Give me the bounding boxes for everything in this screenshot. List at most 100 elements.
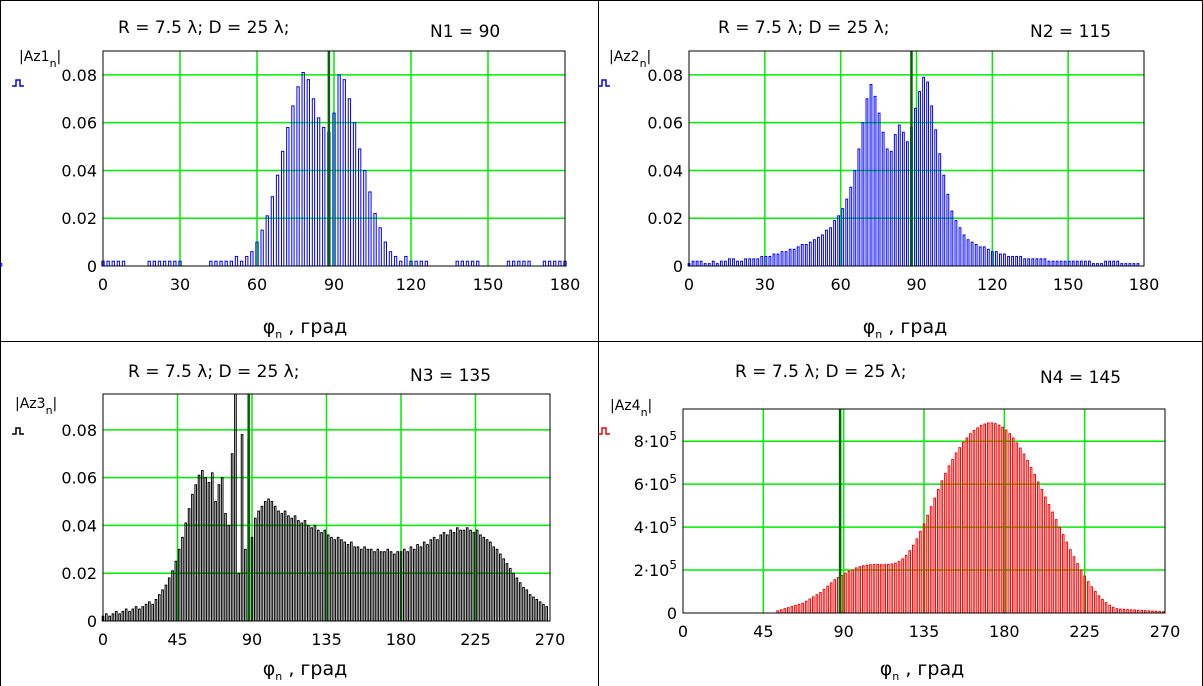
x-axis-label-rest: , град: [899, 658, 964, 680]
annotation-left: R = 7.5 λ; D = 25 λ;: [718, 18, 889, 38]
x-tick-label: 30: [170, 275, 190, 294]
y-tick-label: 0.02: [61, 564, 97, 583]
y-tick-label: 0.06: [61, 469, 97, 488]
y-tick-exponent: 5: [669, 558, 677, 572]
y-tick-labels: 0 0.02 0.04 0.06 0.08: [61, 66, 97, 276]
series-mark: [598, 79, 610, 87]
x-tick-label: 120: [977, 275, 1008, 294]
x-axis-label: φn , град: [263, 316, 347, 341]
x-axis-label-main: φ: [263, 316, 276, 338]
y-tick-labels: 0 2·105 4·105 6·105 8·105: [634, 429, 677, 623]
bar: [0, 263, 3, 267]
chart-panel-2: R = 7.5 λ; D = 25 λ; N2 = 115 |Az2n| φn …: [0, 18, 1159, 341]
x-tick-label: 0: [98, 275, 108, 294]
y-tick-label: 0: [87, 612, 97, 631]
x-tick-label: 270: [1150, 622, 1181, 641]
x-tick-label: 225: [460, 630, 491, 649]
annotation-right: N3 = 135: [410, 366, 491, 386]
x-tick-label: 270: [535, 630, 566, 649]
y-tick-label: 4·105: [634, 515, 677, 537]
y-axis-label-main: Az2: [614, 49, 640, 65]
x-tick-label: 225: [1069, 622, 1100, 641]
y-tick-exponent: 5: [669, 429, 677, 443]
series-legend-mark: [12, 79, 24, 87]
y-tick-label: 0: [667, 604, 677, 623]
y-tick-labels: 0 0.02 0.04 0.06 0.08: [647, 66, 683, 276]
x-axis-label-rest: , град: [882, 316, 947, 338]
x-axis-label-sub: n: [275, 670, 282, 683]
grid: [103, 394, 550, 621]
x-tick-label: 180: [1129, 275, 1160, 294]
y-tick-exponent: 5: [669, 472, 677, 486]
x-tick-labels: 0 30 60 90 120 150 180: [684, 275, 1159, 294]
grid: [103, 51, 565, 266]
y-tick-label: 0.08: [61, 421, 97, 440]
y-tick-label: 2·105: [634, 558, 677, 580]
x-tick-label: 0: [98, 630, 108, 649]
y-tick-label: 0.04: [61, 161, 97, 180]
x-axis-label-rest: , град: [282, 316, 347, 338]
y-tick-label: 0.04: [647, 161, 683, 180]
annotation-left: R = 7.5 λ; D = 25 λ;: [128, 362, 299, 382]
x-tick-label: 180: [386, 630, 417, 649]
y-tick-label: 6·105: [634, 472, 677, 494]
x-tick-label: 0: [684, 275, 694, 294]
y-tick-label: 8·105: [634, 429, 677, 451]
x-tick-labels: 0 45 90 135 180 225 270: [98, 630, 565, 649]
chart-panel-1: R = 7.5 λ; D = 25 λ; N1 = 90 |Az1n| φn ,…: [12, 18, 580, 341]
x-axis-label: φn , град: [863, 316, 947, 341]
annotation-right: N1 = 90: [430, 22, 500, 42]
series-mark: [598, 427, 610, 435]
x-tick-label: 90: [324, 275, 344, 294]
y-axis-label-sub: n: [46, 404, 53, 417]
y-tick-label: 0.06: [61, 114, 97, 133]
y-tick-label: 0.04: [61, 516, 97, 535]
series-mark: [12, 79, 24, 87]
x-tick-label: 135: [909, 622, 940, 641]
x-axis-label-main: φ: [263, 658, 276, 680]
y-axis-label-sub: n: [50, 57, 57, 70]
annotation-right: N4 = 145: [1040, 368, 1121, 388]
chart-panel-4: R = 7.5 λ; D = 25 λ; N4 = 145 |Az4n| φn …: [598, 362, 1180, 683]
annotation-right: N2 = 115: [1030, 22, 1111, 42]
plot-frame: [682, 408, 1166, 614]
x-tick-label: 45: [753, 622, 773, 641]
plot-frame: [688, 50, 1145, 267]
y-tick-labels: 0 0.02 0.04 0.06 0.08: [61, 421, 97, 631]
x-tick-label: 90: [906, 275, 926, 294]
series-mark: [12, 427, 24, 435]
x-tick-label: 60: [247, 275, 267, 294]
x-tick-label: 180: [989, 622, 1020, 641]
x-tick-label: 90: [833, 622, 853, 641]
series-legend-mark: [598, 427, 610, 435]
x-tick-labels: 0 45 90 135 180 225 270: [678, 622, 1180, 641]
y-tick-label: 0: [673, 257, 683, 276]
plot-frame: [102, 50, 566, 267]
y-axis-label-main: Az4: [615, 398, 641, 414]
y-axis-label-sub: n: [641, 406, 648, 419]
x-tick-label: 45: [167, 630, 187, 649]
y-axis-label-main: Az3: [20, 396, 46, 412]
annotation-left: R = 7.5 λ; D = 25 λ;: [118, 18, 289, 38]
chart-panel-3: R = 7.5 λ; D = 25 λ; N3 = 135 |Az3n| φn …: [12, 362, 565, 683]
grid: [683, 409, 1165, 613]
x-axis-label: φn , град: [263, 658, 347, 683]
annotation-left: R = 7.5 λ; D = 25 λ;: [735, 362, 906, 382]
y-tick-label: 0.02: [647, 209, 683, 228]
y-tick-exponent: 5: [669, 515, 677, 529]
y-tick-label: 0.06: [647, 114, 683, 133]
x-axis-label-sub: n: [875, 328, 882, 341]
x-tick-label: 0: [678, 622, 688, 641]
x-axis-label-main: φ: [880, 658, 893, 680]
y-tick-label: 0: [87, 257, 97, 276]
x-axis-label-main: φ: [863, 316, 876, 338]
y-tick-label: 0.08: [647, 66, 683, 85]
x-axis-label: φn , град: [880, 658, 964, 683]
y-axis-label-main: Az1: [24, 49, 50, 65]
plot-frame: [102, 393, 551, 622]
x-tick-label: 150: [1053, 275, 1084, 294]
series-legend-mark: [12, 427, 24, 435]
x-axis-label-rest: , град: [282, 658, 347, 680]
x-tick-labels: 0 30 60 90 120 150 180: [98, 275, 580, 294]
